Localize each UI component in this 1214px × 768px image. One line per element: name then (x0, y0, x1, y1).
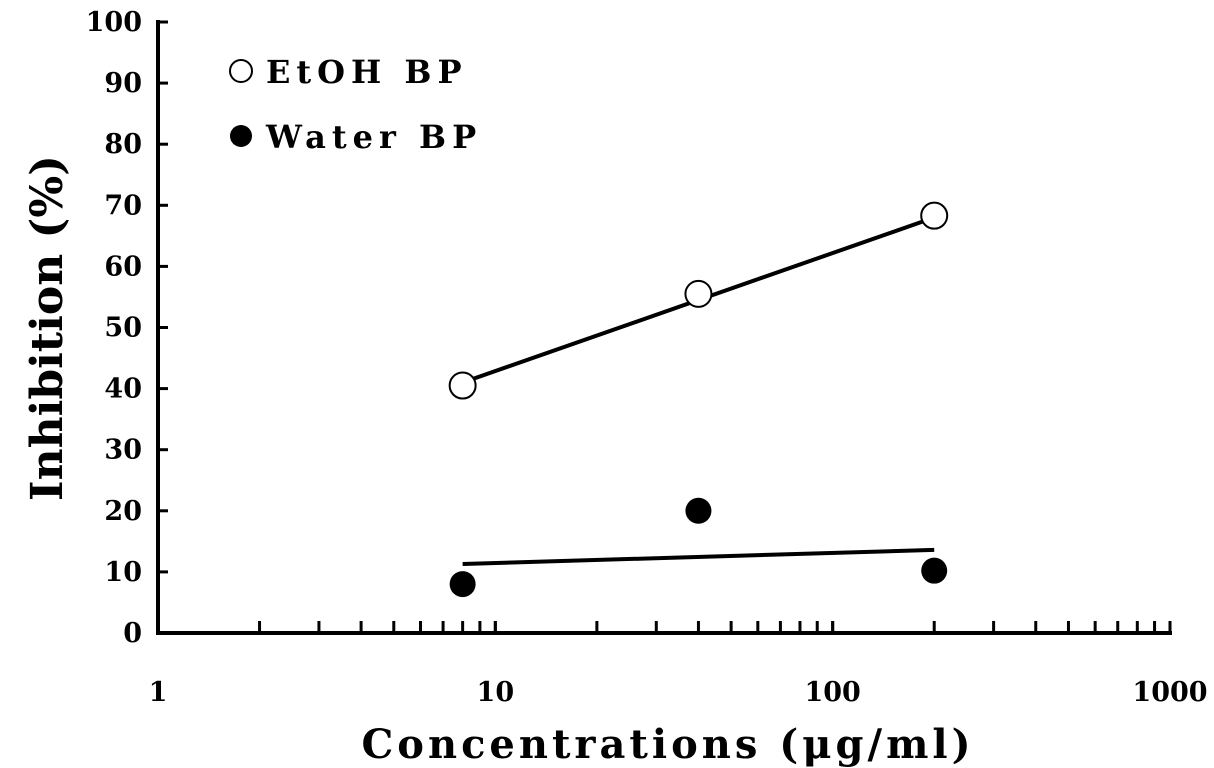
water-data-point (921, 557, 948, 584)
water-data-point (685, 497, 712, 524)
x-tick-label: 10 (477, 677, 515, 708)
legend: EtOH BP Water BP (229, 53, 482, 156)
y-tick-label: 80 (104, 129, 142, 160)
axes (156, 20, 1172, 635)
ticks (156, 20, 1172, 635)
y-tick-label: 50 (104, 313, 142, 344)
y-tick-label: 40 (104, 374, 142, 405)
y-tick-label: 20 (104, 496, 142, 527)
x-tick-label: 100 (804, 677, 860, 708)
etoh-data-point (920, 201, 949, 230)
legend-marker-water (230, 125, 252, 147)
x-axis-title: Concentrations (μg/ml) (361, 721, 974, 768)
y-axis-title: Inhibition (%) (22, 155, 73, 501)
trendline-water (462, 547, 935, 566)
legend-label-etoh: EtOH BP (266, 53, 468, 91)
legend-label-water: Water BP (265, 118, 482, 156)
etoh-data-point (684, 279, 713, 308)
y-tick-label: 100 (86, 7, 142, 38)
water-data-point (449, 571, 476, 598)
y-tick-label: 90 (104, 68, 142, 99)
etoh-data-point (448, 371, 477, 400)
y-tick-label: 60 (104, 251, 142, 282)
data-points (448, 201, 949, 598)
x-tick-label: 1000 (1132, 677, 1207, 708)
y-tick-label: 10 (104, 557, 142, 588)
x-tick-label: 1 (149, 677, 168, 708)
y-tick-label: 30 (104, 435, 142, 466)
legend-marker-etoh (229, 59, 253, 83)
y-tick-label: 70 (104, 190, 142, 221)
y-tick-label: 0 (123, 618, 142, 649)
